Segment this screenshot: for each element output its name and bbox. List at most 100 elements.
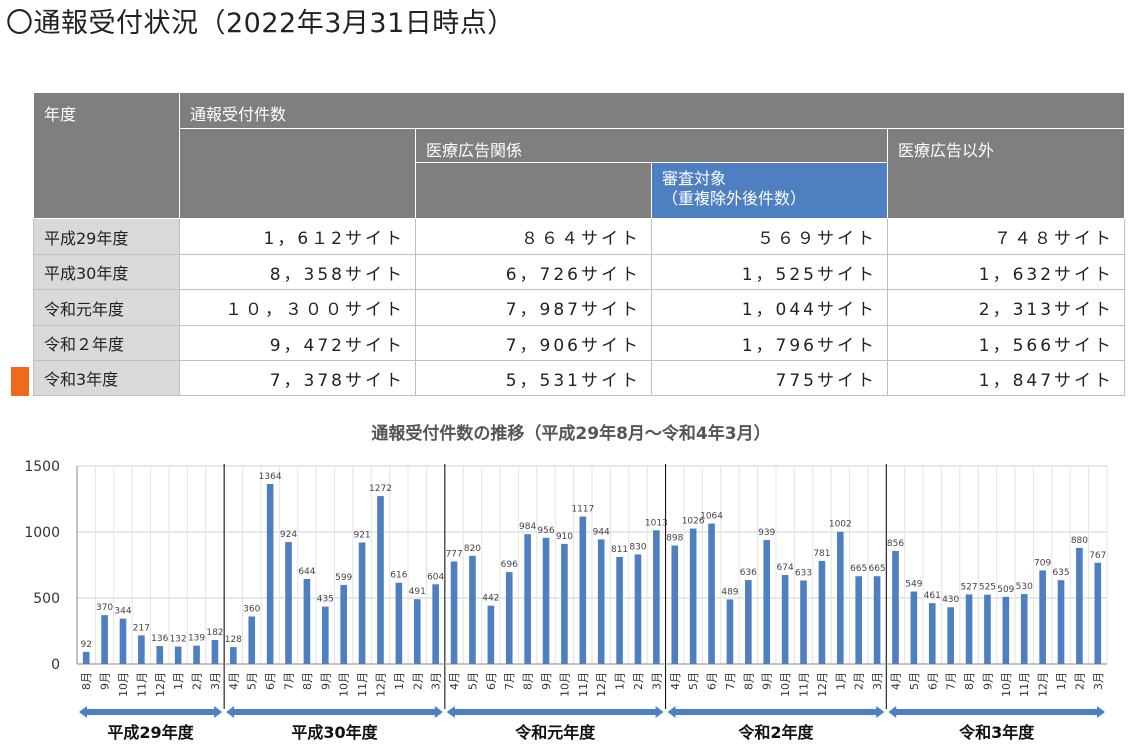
data-label: 921: [353, 530, 370, 540]
row-medical: ８６４サイト: [415, 218, 652, 255]
data-label: 442: [482, 594, 499, 604]
data-label: 880: [1071, 536, 1088, 546]
bar: [616, 556, 623, 664]
row-medical: 7，987サイト: [415, 289, 652, 326]
header-medical-spacer: [415, 162, 652, 219]
bar: [1076, 547, 1083, 664]
x-tick-label: 2月: [632, 672, 645, 690]
row-medical: 5，531サイト: [415, 360, 652, 396]
bar: [193, 645, 200, 664]
monthly-reports-bar-chart: 通報受付件数の推移（平成29年8月～令和4年3月） 0 500 1000 1500 92 8…: [24, 423, 1108, 742]
x-tick-label: 2月: [1073, 672, 1086, 690]
bar: [119, 618, 127, 664]
x-tick-label: 8月: [742, 672, 755, 690]
bar: [800, 580, 807, 664]
bar: [1002, 596, 1010, 664]
data-label: 1064: [700, 512, 723, 522]
row-other: 1，566サイト: [886, 325, 1126, 361]
bar: [340, 584, 348, 664]
bar: [505, 572, 513, 664]
data-label: 1272: [369, 484, 392, 494]
data-label: 636: [740, 568, 757, 578]
header-review-target-line1: 審査対象: [662, 169, 727, 188]
fiscal-year-label: 令和元年度: [514, 723, 596, 742]
bar: [634, 554, 642, 664]
row-review: 1，796サイト: [651, 325, 888, 361]
x-tick-label: 4月: [227, 672, 240, 690]
x-tick-label: 7月: [503, 672, 516, 690]
data-label: 525: [979, 583, 996, 593]
data-label: 430: [942, 595, 959, 605]
x-tick-label: 8月: [301, 672, 314, 690]
x-tick-label: 5月: [687, 672, 700, 690]
data-label: 944: [593, 527, 610, 537]
bar: [745, 580, 752, 664]
header-medical-ad: 医療広告関係: [415, 128, 888, 163]
fiscal-year-arrow: [79, 706, 223, 718]
fiscal-year-arrow: [226, 706, 443, 718]
fiscal-year-arrow: [888, 706, 1105, 718]
x-tick-label: 8月: [963, 672, 976, 690]
data-label: 1364: [259, 472, 282, 482]
bar: [1094, 562, 1102, 664]
row-total: 9，472サイト: [179, 325, 416, 361]
bar: [708, 523, 715, 664]
bar: [266, 483, 274, 664]
data-label: 830: [629, 542, 646, 552]
bar: [689, 528, 697, 664]
bar: [174, 646, 182, 664]
bar: [156, 646, 164, 664]
x-tick-label: 3月: [871, 672, 884, 690]
x-tick-label: 1月: [172, 672, 185, 690]
data-label: 344: [114, 607, 131, 617]
bar: [561, 543, 568, 664]
data-label: 139: [188, 634, 205, 644]
data-label: 898: [666, 533, 683, 543]
report-table: 年度 通報受付件数 医療広告関係 医療広告以外 審査対象 （重複除外後件数） 平…: [33, 92, 1126, 396]
data-label: 635: [1052, 568, 1069, 578]
data-label: 633: [795, 568, 812, 578]
data-label: 370: [96, 603, 113, 613]
header-review-target-line2: （重複除外後件数）: [662, 189, 807, 208]
bar: [1039, 570, 1046, 664]
row-year: 平成30年度: [33, 254, 180, 290]
x-tick-label: 9月: [981, 672, 994, 690]
bar: [138, 635, 145, 664]
bar: [542, 537, 550, 664]
data-label: 674: [777, 563, 794, 573]
header-total: 通報受付件数: [178, 92, 1126, 129]
row-total: 8，358サイト: [179, 254, 416, 290]
x-tick-label: 10月: [1000, 672, 1013, 697]
row-year: 平成29年度: [33, 218, 180, 255]
row-review: 1，044サイト: [651, 289, 888, 326]
x-tick-label: 10月: [117, 672, 130, 697]
data-label: 217: [133, 623, 150, 633]
data-label: 360: [243, 604, 260, 614]
x-tick-label: 11月: [577, 672, 590, 697]
row-other: 2，313サイト: [886, 289, 1126, 326]
x-tick-label: 10月: [779, 672, 792, 697]
data-label: 182: [206, 628, 223, 638]
x-tick-label: 10月: [558, 672, 571, 697]
data-label: 491: [409, 587, 426, 597]
bar: [432, 584, 439, 664]
row-review: ５６９サイト: [651, 218, 888, 255]
x-tick-label: 12月: [1037, 672, 1050, 697]
bar: [285, 542, 292, 664]
bar: [1020, 594, 1028, 664]
row-year: 令和3年度: [33, 360, 180, 396]
data-label: 128: [225, 635, 242, 645]
bar: [597, 539, 605, 664]
bar: [836, 531, 844, 664]
data-label: 1117: [571, 505, 594, 515]
x-tick-label: 11月: [1018, 672, 1031, 697]
fiscal-year-label: 平成29年度: [107, 723, 194, 742]
data-label: 910: [556, 532, 573, 542]
bar: [487, 605, 495, 664]
x-tick-label: 1月: [393, 672, 406, 690]
data-label: 781: [813, 549, 830, 559]
chart-title: 通報受付件数の推移（平成29年8月～令和4年3月）: [371, 423, 770, 444]
fiscal-year-arrow: [667, 706, 885, 718]
table-row: 平成30年度 8，358サイト 6，726サイト 1，525サイト 1，632サ…: [33, 254, 1126, 290]
x-tick-label: 12月: [816, 672, 829, 697]
